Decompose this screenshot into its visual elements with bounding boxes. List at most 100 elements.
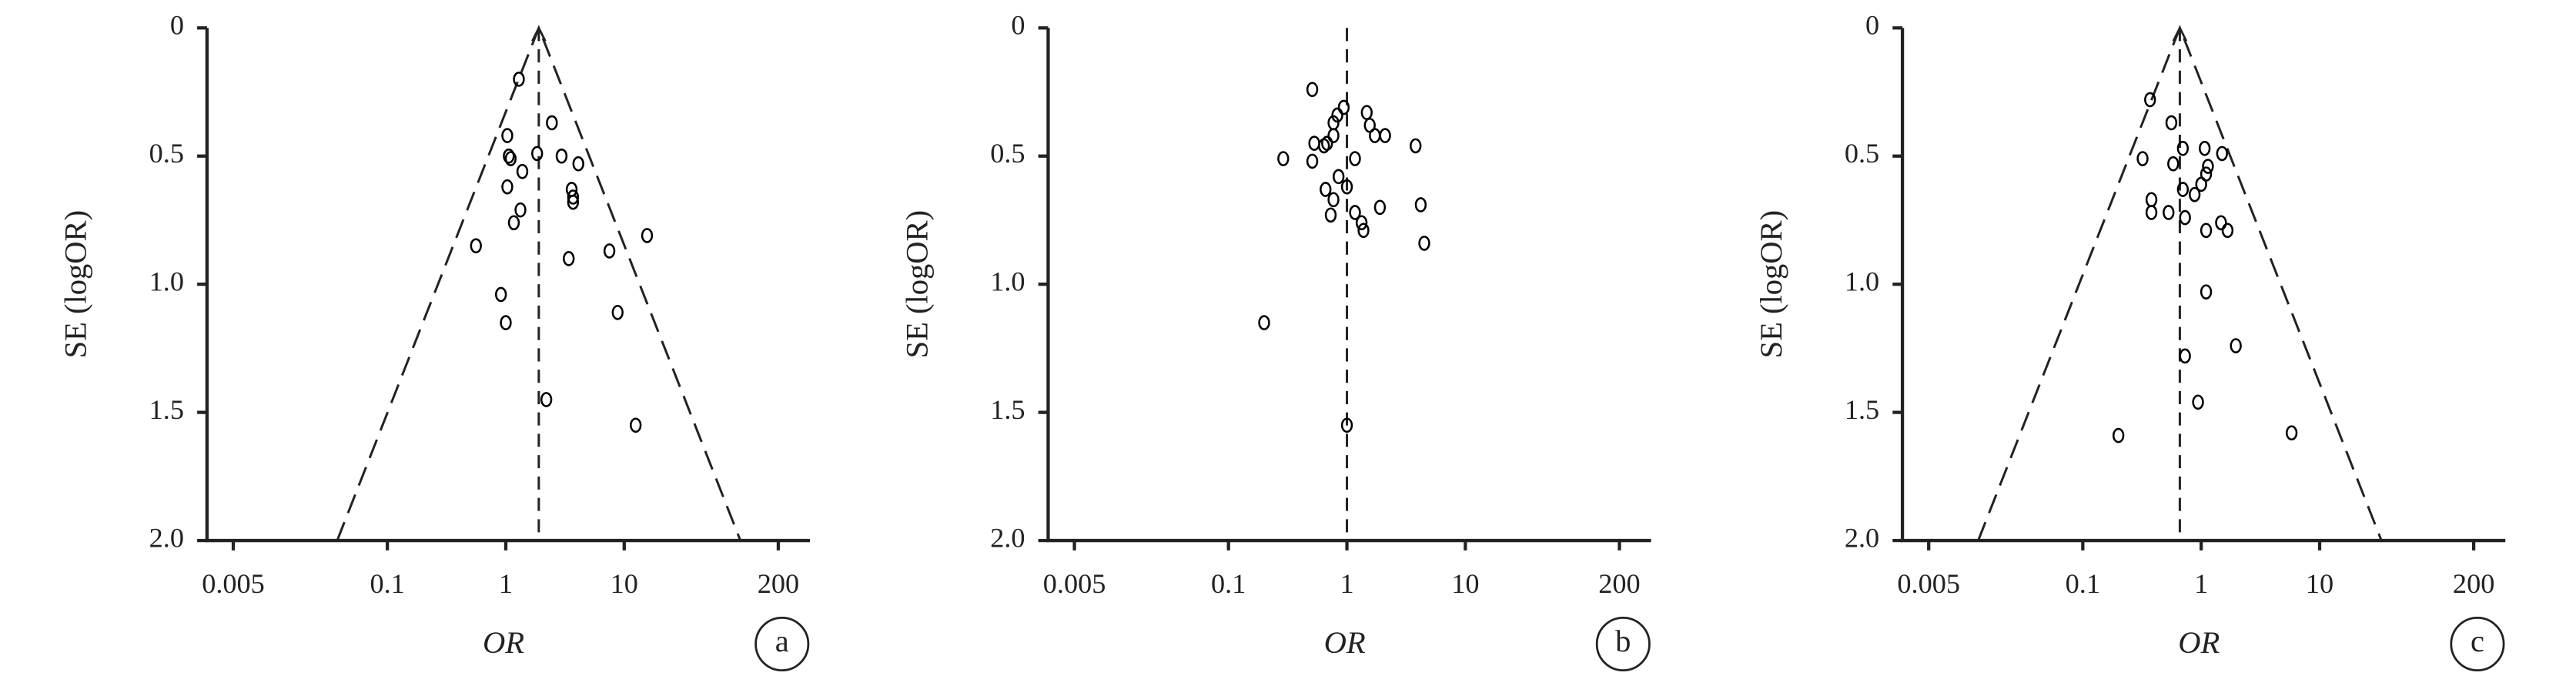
panel: 0 0.5 1.0 1.5 2.0 0.005 0.1 1 10 200 OR SE (logOR) a [59,10,811,672]
data-point [2176,182,2190,197]
data-point [1418,236,1430,251]
panel-label: b [1615,624,1631,658]
y-axis-title: SE (logOR) [899,210,934,359]
data-point [603,243,616,259]
panel-label: c [2471,624,2484,658]
y-tick-label: 1.5 [990,394,1025,425]
data-point [2136,151,2149,166]
data-point [2200,284,2213,300]
data-point [1332,169,1345,185]
data-point [1349,205,1361,220]
data-point [1414,197,1427,213]
data-point [1340,417,1353,433]
y-tick-label: 0.5 [149,138,184,169]
y-tick-label: 0.5 [990,138,1025,169]
data-point [1318,138,1330,154]
x-tick-label: 10 [2306,568,2333,599]
x-tick-label: 0.1 [1211,568,1246,599]
data-point [2195,176,2207,192]
data-point [2163,205,2175,220]
x-tick-label: 0.005 [1043,568,1106,599]
x-tick-label: 1 [2194,568,2208,599]
x-tick-label: 1 [1340,568,1353,599]
x-tick-label: 200 [2453,568,2494,599]
data-point [1360,105,1373,120]
data-point [470,238,482,254]
data-point [1331,107,1343,123]
data-point [567,194,580,210]
data-point [2179,209,2191,226]
panel-label-circle [2450,616,2505,672]
data-point [1357,223,1370,239]
y-tick-label: 1.0 [990,266,1025,296]
y-tick-label: 2.0 [149,522,184,553]
data-point [504,151,517,166]
data-point [2199,140,2211,156]
data-point [1379,128,1391,143]
y-tick-label: 0 [170,10,184,41]
data-point [630,417,642,433]
data-point [2188,186,2201,202]
x-tick-label: 10 [1451,568,1479,599]
data-point [540,392,553,407]
data-point [2192,394,2204,410]
data-point [1306,153,1319,169]
data-point [503,148,515,164]
data-point [567,189,580,205]
data-point [611,304,624,320]
y-tick-label: 1.5 [1845,394,1879,425]
data-point [1277,151,1290,166]
data-point [1320,182,1332,197]
funnel-line [336,25,742,541]
data-point [641,228,654,243]
data-point [2221,223,2234,239]
data-point [1410,138,1422,154]
data-point [2176,140,2190,156]
data-point [1337,99,1350,115]
y-tick-label: 1.0 [1845,266,1879,296]
panel: 0 0.5 1.0 1.5 2.0 0.005 0.1 1 10 200 OR SE (logOR) c [1754,10,2506,672]
data-point [1373,199,1387,216]
data-point [494,286,507,303]
axes [1900,28,2506,543]
axes [205,28,811,543]
data-point [563,251,575,266]
data-point [1306,82,1319,97]
data-point [501,128,514,143]
data-point [2179,348,2191,364]
data-point [555,148,568,164]
panel-label-circle [754,616,810,672]
data-point [531,146,544,162]
data-point [500,315,512,330]
data-point [516,163,529,179]
data-point [2144,92,2156,108]
x-tick-label: 200 [1598,568,1640,599]
data-point [546,115,558,131]
data-point [501,179,514,195]
funnel-line [1977,25,2383,541]
y-tick-label: 0.5 [1845,138,1879,169]
x-tick-label: 0.1 [370,568,404,599]
data-point [1355,215,1368,231]
axes [1046,28,1651,543]
data-point [2145,205,2158,220]
data-point [514,202,527,218]
data-point [507,215,520,231]
data-point [1369,128,1381,143]
x-tick-label: 1 [499,568,513,599]
data-point [2285,425,2298,441]
panel: 0 0.5 1.0 1.5 2.0 0.005 0.1 1 10 200 OR SE (logOR) b [899,10,1651,672]
x-axis-title: OR [2178,625,2220,660]
x-tick-label: 0.005 [1897,568,1960,599]
data-point [1327,192,1340,208]
data-point [2167,156,2180,172]
x-axis-title: OR [1324,625,1366,660]
data-point [2230,338,2242,353]
y-tick-label: 0 [1865,10,1879,41]
data-point [2165,115,2178,131]
y-tick-label: 2.0 [1845,522,1879,553]
x-tick-label: 0.005 [202,568,265,599]
data-point [1327,128,1340,143]
